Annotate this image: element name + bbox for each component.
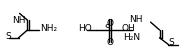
- Text: O: O: [107, 19, 114, 28]
- Text: S: S: [104, 24, 110, 33]
- Text: S: S: [6, 32, 11, 41]
- Text: S: S: [169, 38, 174, 47]
- Text: O: O: [107, 38, 114, 47]
- Text: NH: NH: [13, 16, 26, 25]
- Text: H₂N: H₂N: [124, 33, 141, 42]
- Text: NH: NH: [129, 15, 143, 24]
- Text: NH₂: NH₂: [40, 24, 58, 33]
- Text: OH: OH: [122, 24, 135, 33]
- Text: HO: HO: [78, 24, 92, 33]
